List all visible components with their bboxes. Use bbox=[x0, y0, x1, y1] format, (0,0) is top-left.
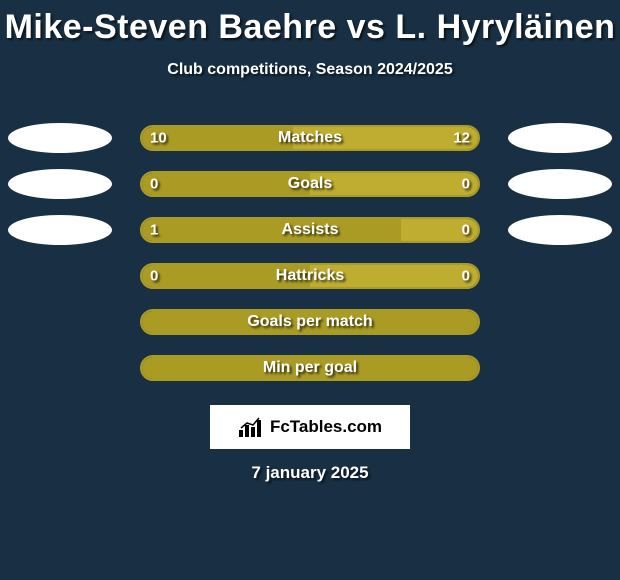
player-right-oval bbox=[508, 215, 612, 245]
stat-bar-right bbox=[310, 173, 478, 195]
chart-date: 7 january 2025 bbox=[0, 463, 620, 483]
comparison-chart: 1012Matches00Goals10Assists00HattricksGo… bbox=[0, 115, 620, 391]
stat-left-value: 1 bbox=[150, 222, 158, 239]
stat-label: Goals per match bbox=[247, 313, 372, 331]
stat-left-value: 10 bbox=[150, 130, 167, 147]
stat-row: 0 0 Goals bbox=[0, 161, 620, 207]
logo-text: FcTables.com bbox=[270, 417, 382, 437]
stat-label: Goals bbox=[288, 175, 332, 193]
stat-label: Assists bbox=[282, 221, 339, 239]
player-right-oval bbox=[508, 123, 612, 153]
stat-left-value: 0 bbox=[150, 176, 158, 193]
stat-left-value: 0 bbox=[150, 268, 158, 285]
stat-label: Matches bbox=[278, 129, 342, 147]
stat-row: 0 0 Hattricks bbox=[0, 253, 620, 299]
comparison-subtitle: Club competitions, Season 2024/2025 bbox=[0, 61, 620, 79]
player-left-oval bbox=[8, 123, 112, 153]
stat-bar-left bbox=[142, 219, 401, 241]
stat-label: Min per goal bbox=[263, 359, 357, 377]
stat-right-value: 12 bbox=[453, 130, 470, 147]
stat-right-value: 0 bbox=[462, 176, 470, 193]
comparison-title: Mike-Steven Baehre vs L. Hyryläinen bbox=[0, 0, 620, 47]
logo-box: FcTables.com bbox=[210, 405, 410, 449]
stat-row: 10 12 Matches bbox=[0, 115, 620, 161]
stat-right-value: 0 bbox=[462, 222, 470, 239]
stat-bar-left bbox=[142, 173, 310, 195]
stat-row: Min per goal bbox=[0, 345, 620, 391]
stat-row: Goals per match bbox=[0, 299, 620, 345]
stat-right-value: 0 bbox=[462, 268, 470, 285]
stat-row: 1 0 Assists bbox=[0, 207, 620, 253]
logo-bars-icon bbox=[238, 416, 266, 438]
player-right-oval bbox=[508, 169, 612, 199]
player-left-oval bbox=[8, 215, 112, 245]
player-left-oval bbox=[8, 169, 112, 199]
stat-label: Hattricks bbox=[276, 267, 344, 285]
